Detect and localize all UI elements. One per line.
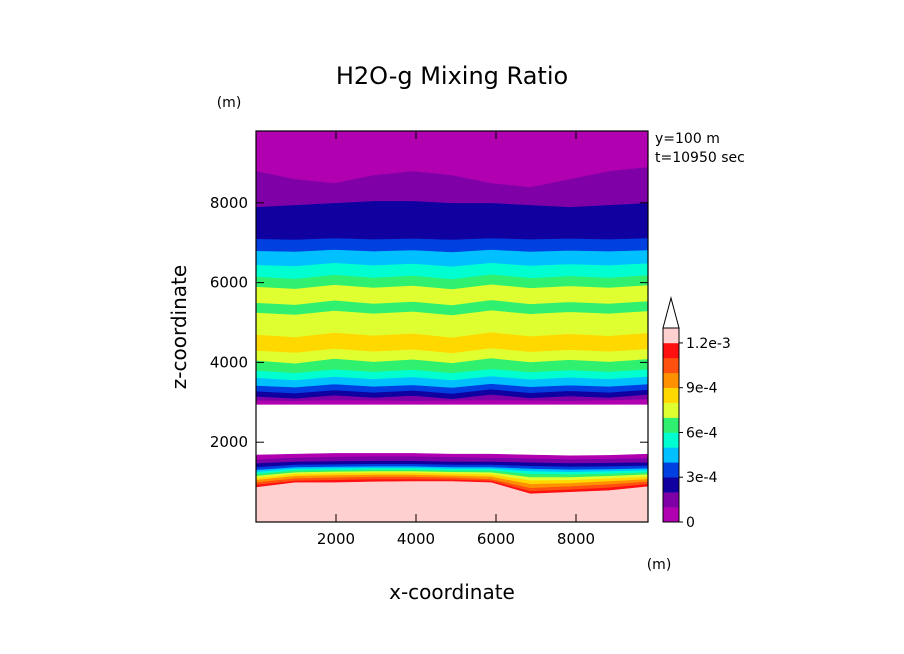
colorbar-swatch-6 xyxy=(663,417,679,433)
y-tick-label-0: 2000 xyxy=(210,433,248,451)
y-axis-label: z-coordinate xyxy=(167,265,191,389)
y-tick-label-2: 6000 xyxy=(210,274,248,292)
contour-band-29 xyxy=(255,200,649,240)
colorbar-swatch-10 xyxy=(663,357,679,374)
x-tick-label-2: 6000 xyxy=(477,530,515,548)
colorbar-overflow-arrow xyxy=(662,296,680,329)
colorbar-swatch-4 xyxy=(663,447,679,463)
x-tick-label-0: 2000 xyxy=(317,530,355,548)
colorbar-swatch-8 xyxy=(663,387,679,403)
colorbar-label-1: 3e-4 xyxy=(686,470,718,486)
colorbar-swatch-12 xyxy=(663,328,679,344)
x-tick-label-1: 4000 xyxy=(397,530,435,548)
x-unit-label: (m) xyxy=(647,557,672,573)
axis-ticks: 2000 4000 6000 8000 2000 4000 6000 8000 xyxy=(210,131,648,548)
contour-fills xyxy=(255,130,649,523)
y-tick-label-3: 8000 xyxy=(210,194,248,212)
annotation-time: t=10950 sec xyxy=(655,150,745,166)
contour-band-28 xyxy=(255,237,649,253)
annotation-y: y=100 m xyxy=(655,131,720,147)
colorbar-swatch-2 xyxy=(663,477,679,493)
x-tick-label-3: 8000 xyxy=(557,530,595,548)
colorbar-swatch-5 xyxy=(663,432,679,448)
plot-frame xyxy=(255,130,649,523)
colorbar-label-0: 0 xyxy=(686,515,695,531)
colorbar-label-4: 1.2e-3 xyxy=(686,336,731,352)
colorbar-swatch-7 xyxy=(663,402,679,418)
colorbar-label-3: 9e-4 xyxy=(686,381,718,397)
colorbar-label-2: 6e-4 xyxy=(686,425,718,441)
colorbar-swatch-3 xyxy=(663,462,679,478)
colorbar-swatch-9 xyxy=(663,372,679,388)
y-unit-label: (m) xyxy=(217,95,242,111)
chart-title: H2O-g Mixing Ratio xyxy=(336,62,568,90)
y-tick-label-1: 4000 xyxy=(210,353,248,371)
colorbar-swatch-0 xyxy=(663,507,679,523)
colorbar-swatch-1 xyxy=(663,492,679,508)
colorbar-swatch-11 xyxy=(663,342,679,359)
colorbar-frame xyxy=(662,327,680,523)
x-axis-label: x-coordinate xyxy=(389,580,515,604)
colorbar: 0 3e-4 6e-4 9e-4 1.2e-3 xyxy=(662,296,731,531)
